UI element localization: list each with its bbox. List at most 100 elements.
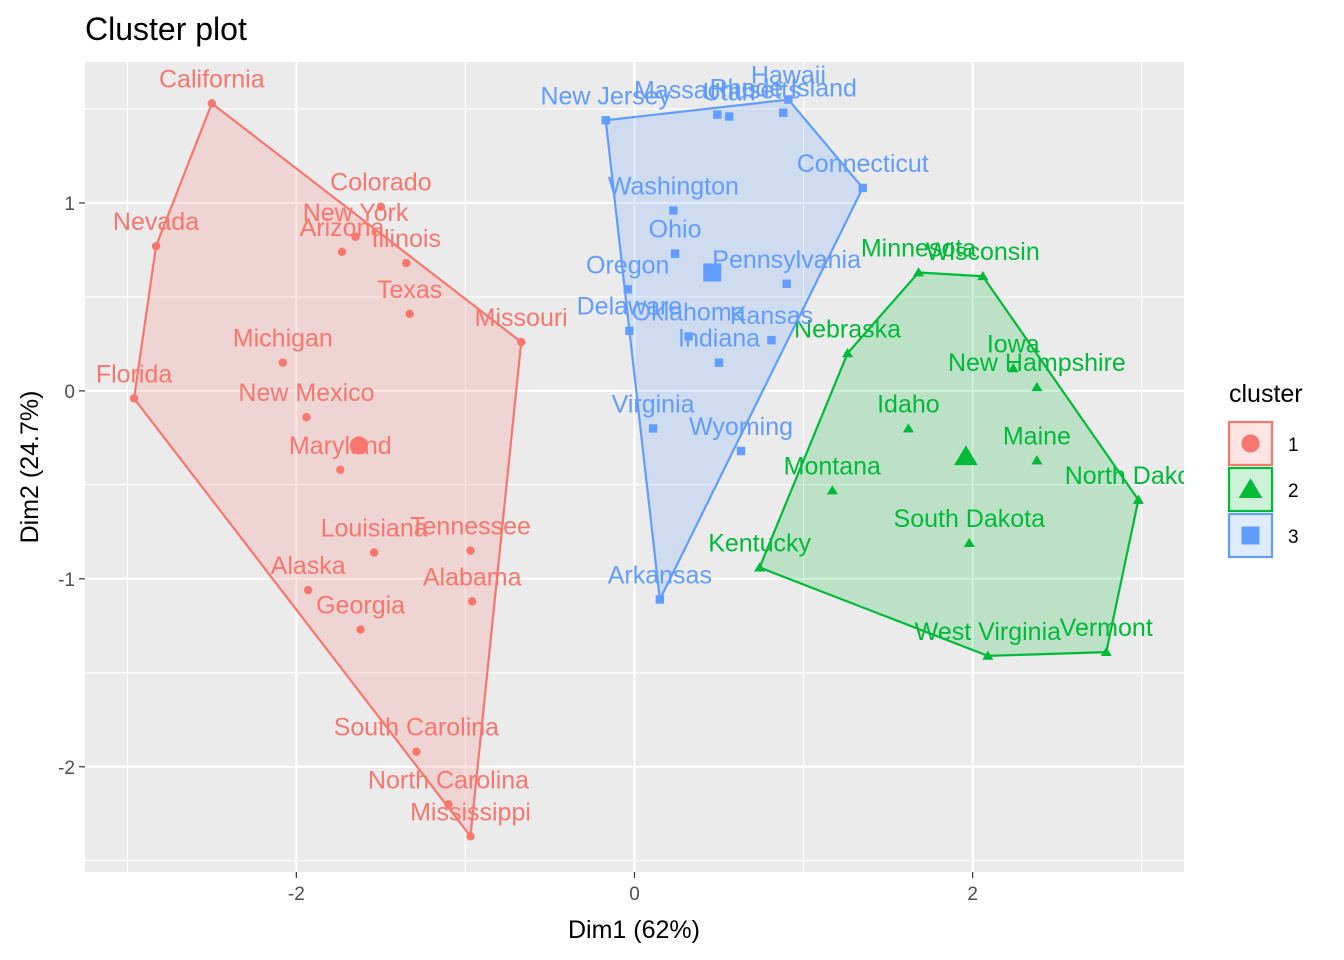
data-points [129,95,1144,841]
point-west-virginia [982,650,994,660]
legend-marker-3 [1241,526,1260,545]
point-illinois [402,258,411,268]
label-nebraska: Nebraska [794,315,901,343]
label-oregon: Oregon [586,251,669,279]
label-ohio: Ohio [649,216,702,244]
legend-label-2: 2 [1288,481,1299,502]
legend-label-3: 3 [1288,527,1299,548]
label-pennsylvania: Pennsylvania [712,246,861,274]
point-iowa [1007,363,1019,373]
label-new-york: New York [303,199,409,227]
point-alabama [467,597,477,606]
point-california [207,99,217,108]
point-idaho [902,423,914,433]
cluster-2-hull [758,271,1140,657]
point-south-carolina [412,747,421,756]
label-tennessee: Tennessee [410,513,531,541]
point-new-jersey [601,116,610,125]
label-georgia: Georgia [316,592,405,620]
y-tick-label: -1 [58,570,75,591]
point-north-carolina [444,800,453,809]
label-new-jersey: New Jersey [540,82,671,110]
point-delaware [625,326,634,335]
point-utah [724,112,734,121]
point-vermont [1100,646,1112,657]
label-minnesota: Minnesota [861,234,976,262]
legend-label-1: 1 [1288,435,1299,456]
label-missouri: Missouri [475,304,568,332]
point-maryland [336,465,345,475]
label-kansas: Kansas [730,302,813,330]
label-hawaii: Hawaii [751,62,826,90]
point-wisconsin [977,270,989,281]
point-washington [669,206,678,215]
point-ohio [670,249,680,258]
x-tick-label: 2 [967,884,978,905]
label-oklahoma: Oklahoma [632,298,746,326]
point-arizona [337,247,347,257]
label-illinois: Illinois [372,225,441,253]
point-maine [1031,455,1043,465]
label-south-carolina: South Carolina [334,714,499,742]
point-new-york [351,232,360,241]
label-wisconsin: Wisconsin [926,238,1040,266]
label-maine: Maine [1003,422,1071,450]
point-michigan [278,358,288,367]
grid-major-lines [85,62,1184,872]
point-north-dakota [1132,494,1144,504]
label-kentucky: Kentucky [708,530,811,558]
chart-title: Cluster plot [85,11,247,47]
point-alaska [303,585,313,595]
label-idaho: Idaho [877,390,940,418]
point-oklahoma [684,332,693,341]
label-nevada: Nevada [113,208,199,236]
cluster-3-center [703,263,722,282]
x-tick-label: 0 [629,884,640,905]
point-rhode-island [779,108,788,117]
legend-marker-1 [1241,434,1260,453]
label-mississippi: Mississippi [410,798,531,826]
y-tick-label: 1 [64,194,75,215]
label-south-dakota: South Dakota [894,505,1046,533]
label-new-mexico: New Mexico [238,379,374,407]
point-florida [129,394,139,403]
label-washington: Washington [608,172,739,200]
point-kentucky [754,562,766,572]
point-mississippi [466,832,475,841]
point-wyoming [736,446,746,456]
point-oregon [623,285,632,294]
point-new-hampshire [1031,381,1043,392]
point-massachusetts [713,110,722,119]
y-axis-title: Dim2 (24.7%) [16,391,44,544]
point-hawaii [784,95,793,104]
axis-ticks: -2 0 2 -2 -1 0 1 [58,194,978,905]
label-florida: Florida [96,360,173,388]
cluster-hulls [132,98,1140,838]
cluster-3-hull [604,98,864,601]
point-pennsylvania [782,279,791,288]
label-north-carolina: North Carolina [368,766,529,794]
label-massachusetts: Massachusetts [634,77,801,105]
point-tennessee [466,546,475,555]
point-montana [826,485,838,495]
label-colorado: Colorado [330,169,431,197]
label-texas: Texas [377,276,442,304]
cluster-2-center [954,445,978,466]
point-texas [405,309,414,319]
label-iowa: Iowa [987,330,1040,358]
legend-marker-2 [1238,478,1263,498]
point-new-mexico [302,412,311,422]
label-vermont: Vermont [1060,614,1153,642]
label-alabama: Alabama [423,563,522,591]
y-tick-label: 0 [64,382,75,403]
point-louisiana [369,548,379,557]
point-colorado [376,202,386,211]
point-kansas [767,335,776,345]
label-west-virginia: West Virginia [915,618,1061,646]
point-nebraska [842,348,854,358]
y-tick-label: -2 [58,758,75,779]
label-louisiana: Louisiana [321,515,428,543]
label-virginia: Virginia [612,390,695,418]
